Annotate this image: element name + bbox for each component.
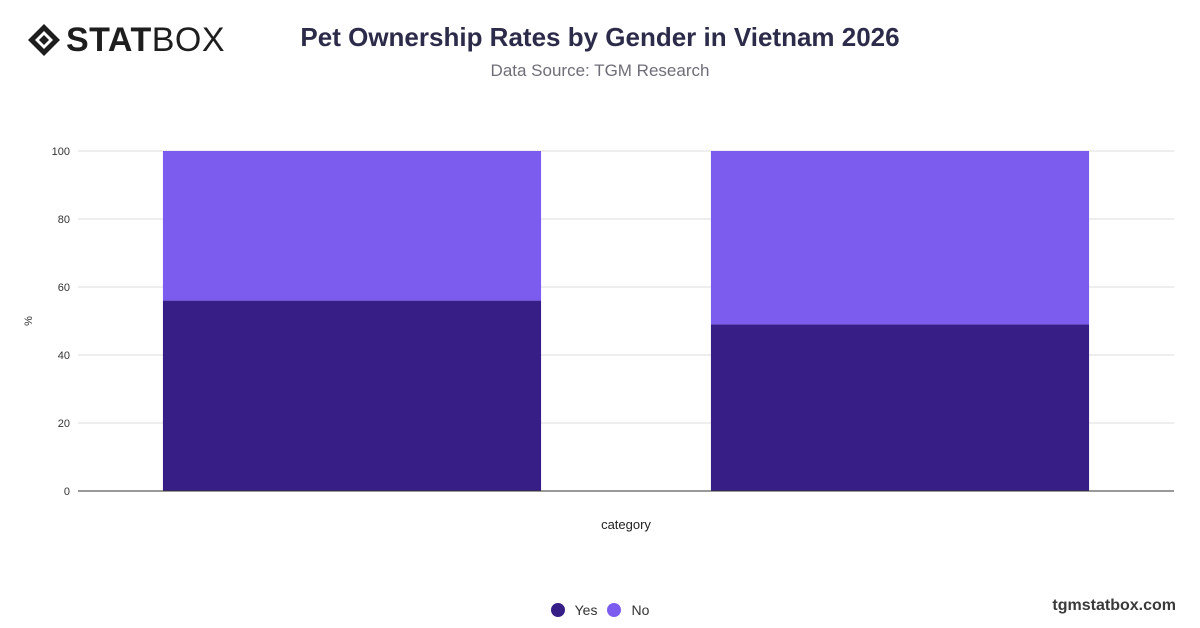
y-axis-title: % xyxy=(23,316,35,326)
statbox-diamond-icon xyxy=(28,24,60,56)
legend-label-yes: Yes xyxy=(574,602,598,618)
chart-title: Pet Ownership Rates by Gender in Vietnam… xyxy=(300,22,900,52)
y-tick-label: 0 xyxy=(64,486,70,498)
logo-text-light: BOX xyxy=(151,21,226,59)
legend-item-yes[interactable]: Yes xyxy=(550,602,598,618)
logo-text-bold: STAT xyxy=(66,21,152,59)
bar-yes-2 xyxy=(710,324,1090,491)
logo-wordmark: STATBOX xyxy=(66,22,225,58)
legend-item-no[interactable]: No xyxy=(607,602,649,618)
bar-yes-1 xyxy=(162,300,542,491)
y-tick-label: 60 xyxy=(58,282,70,294)
y-tick-label: 100 xyxy=(52,146,70,158)
x-axis-title: category xyxy=(601,517,651,532)
chart-subtitle: Data Source: TGM Research xyxy=(490,61,710,80)
y-tick-label: 80 xyxy=(58,214,70,226)
legend-swatch-yes xyxy=(550,603,565,617)
bar-no-2 xyxy=(710,151,1090,325)
chart-legend: Yes No xyxy=(0,602,1200,618)
statbox-logo: STATBOX xyxy=(26,22,225,58)
bar-no-1 xyxy=(162,151,542,301)
y-tick-label: 40 xyxy=(58,350,70,362)
watermark: tgmstatbox.com xyxy=(1052,597,1176,614)
y-tick-label: 20 xyxy=(58,418,70,430)
legend-swatch-no xyxy=(607,603,622,617)
legend-label-no: No xyxy=(631,602,650,618)
